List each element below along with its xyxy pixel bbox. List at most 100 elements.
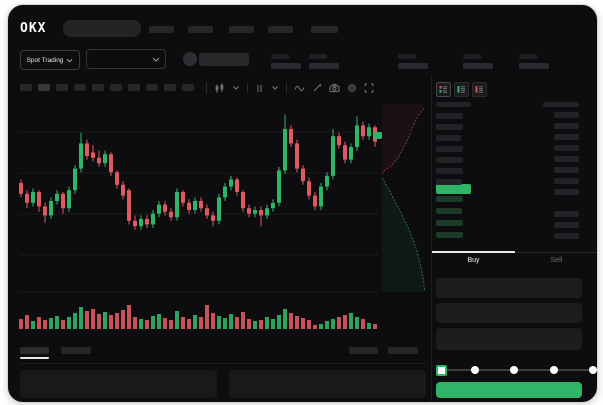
bid-row-price[interactable] <box>436 208 462 214</box>
chevron-down-icon <box>152 57 160 62</box>
ask-row-price[interactable] <box>436 135 461 141</box>
ask-row-amount[interactable] <box>554 189 579 195</box>
ask-row-amount[interactable] <box>554 134 579 140</box>
orderbook-header-price <box>436 102 471 107</box>
chevron-down-icon <box>66 58 73 62</box>
candlestick-chart[interactable] <box>19 96 379 331</box>
slider-step-marker[interactable] <box>549 366 558 374</box>
ask-row-amount[interactable] <box>554 156 579 162</box>
bid-row-price[interactable] <box>436 196 463 202</box>
order-form-field[interactable] <box>436 278 582 298</box>
stat-label-placeholder <box>309 54 327 59</box>
timeframe-button[interactable] <box>110 84 122 91</box>
ask-row-amount[interactable] <box>554 112 579 118</box>
chart-tab-active[interactable] <box>20 347 49 354</box>
pair-coin-icon <box>183 52 197 66</box>
timeframe-button[interactable] <box>74 84 86 91</box>
bid-row-amount[interactable] <box>554 211 579 217</box>
slider-step-marker[interactable] <box>589 366 597 374</box>
nav-item[interactable] <box>188 26 213 33</box>
pair-selector-dropdown[interactable] <box>86 49 166 69</box>
tab-buy[interactable]: Buy <box>467 257 480 264</box>
bottom-panel-right <box>229 370 426 398</box>
stat-label-placeholder <box>398 54 416 59</box>
book-asks-icon[interactable] <box>472 82 487 97</box>
orderbook-header-amount <box>543 102 579 107</box>
candles-icon[interactable] <box>214 83 225 94</box>
section-divider <box>19 363 426 364</box>
market-type-label: Spot Trading <box>26 56 64 64</box>
nav-item[interactable] <box>268 26 293 33</box>
orderbook-last-price[interactable] <box>436 184 471 194</box>
toolbar-divider <box>286 83 287 93</box>
chart-option-button[interactable] <box>349 347 378 354</box>
toolbar-divider <box>247 83 248 93</box>
nav-item[interactable] <box>311 26 338 33</box>
market-type-dropdown[interactable]: Spot Trading <box>20 50 80 70</box>
timeframe-button[interactable] <box>128 84 140 91</box>
timeframe-button[interactable] <box>164 84 176 91</box>
chart-option-button[interactable] <box>388 347 418 354</box>
book-combined-icon[interactable] <box>436 82 451 97</box>
slider-step-marker[interactable] <box>470 366 479 374</box>
ask-row-price[interactable] <box>436 146 463 152</box>
ask-row-amount[interactable] <box>554 145 579 151</box>
ask-row-price[interactable] <box>436 179 462 185</box>
timeframe-button[interactable] <box>146 84 158 91</box>
order-form-field[interactable] <box>436 303 582 323</box>
bid-row-price[interactable] <box>436 220 463 226</box>
ask-row-amount[interactable] <box>554 167 579 173</box>
order-form-field[interactable] <box>436 328 582 350</box>
slider-step-marker[interactable] <box>510 366 518 374</box>
wave-icon[interactable] <box>294 84 305 93</box>
timeframe-buttons <box>20 84 194 91</box>
stat-value-placeholder <box>519 63 549 69</box>
stat-value-placeholder <box>271 63 301 69</box>
active-tab-underline <box>432 251 515 253</box>
ask-row-price[interactable] <box>436 157 463 163</box>
ask-row-amount[interactable] <box>554 178 579 184</box>
ask-row-price[interactable] <box>436 168 463 174</box>
chevron-down-icon[interactable] <box>232 85 240 91</box>
tab-sell[interactable]: Sell <box>550 257 563 264</box>
search-input[interactable] <box>63 20 141 37</box>
pencil-icon[interactable] <box>312 83 322 93</box>
timeframe-button[interactable] <box>56 84 68 91</box>
ask-row-price[interactable] <box>436 113 463 119</box>
book-bids-icon[interactable] <box>454 82 469 97</box>
nav-item[interactable] <box>229 26 254 33</box>
toolbar-divider <box>206 82 207 94</box>
ticker-stat <box>519 54 549 69</box>
depth-chart <box>381 104 426 292</box>
ticker-stat <box>271 54 301 69</box>
gear-icon[interactable] <box>347 83 357 93</box>
timeframe-button[interactable] <box>182 84 194 91</box>
timeframe-button[interactable] <box>20 84 32 91</box>
chevron-down-icon[interactable] <box>271 85 279 91</box>
ask-row-price[interactable] <box>436 124 463 130</box>
okx-logo[interactable]: OKX <box>20 21 47 36</box>
bid-row-amount[interactable] <box>554 222 579 228</box>
slider-step-marker[interactable] <box>436 364 447 376</box>
ticker-stat <box>309 54 339 69</box>
chart-tool-icons <box>214 82 374 94</box>
chart-tab[interactable] <box>61 347 91 354</box>
camera-icon[interactable] <box>329 83 340 93</box>
ticker-stat <box>463 54 493 69</box>
buy-submit-button[interactable] <box>436 382 582 398</box>
bid-row-amount[interactable] <box>554 233 579 239</box>
amount-slider[interactable] <box>436 364 597 376</box>
stat-value-placeholder <box>309 63 339 69</box>
active-tab-underline <box>20 357 49 359</box>
timeframe-button[interactable] <box>92 84 104 91</box>
bars-icon[interactable] <box>255 83 264 94</box>
ask-row-amount[interactable] <box>554 123 579 129</box>
last-price-tag <box>373 132 382 139</box>
expand-icon[interactable] <box>364 83 374 93</box>
bid-row-price[interactable] <box>436 232 463 238</box>
nav-item[interactable] <box>149 26 174 33</box>
ticker-stat <box>398 54 428 69</box>
order-panel: Buy Sell <box>431 75 597 402</box>
timeframe-button[interactable] <box>38 84 50 91</box>
app-window: OKX Spot Trading Buy Sell <box>7 4 598 403</box>
